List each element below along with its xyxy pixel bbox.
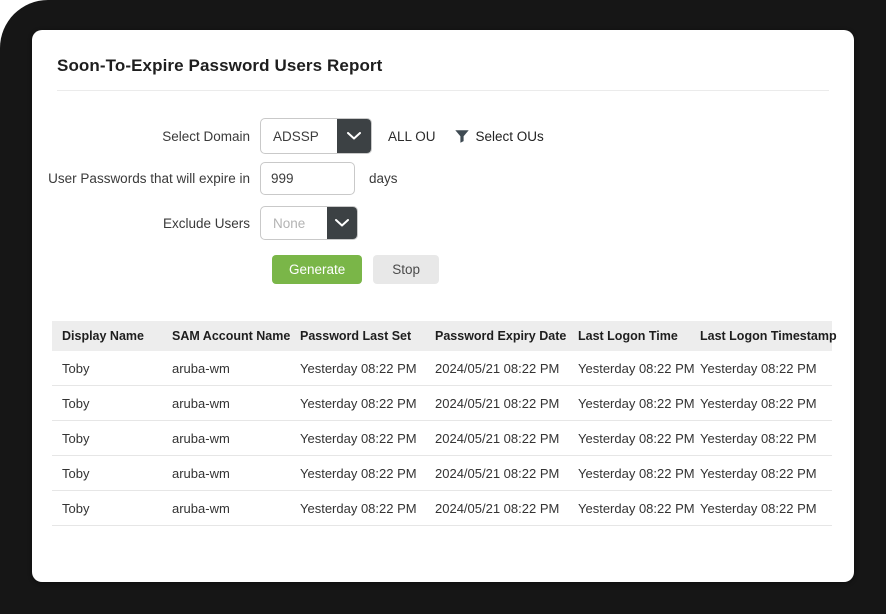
exclude-users-select-value: None [273,215,306,231]
column-header: Last Logon Time [568,321,690,351]
report-form: Select Domain ADSSP ALL OU Select OUs Us… [32,118,854,284]
table-cell: aruba-wm [162,490,290,526]
table-row: Toby aruba-wm Yesterday 08:22 PM 2024/05/21… [52,385,832,421]
column-header: SAM Account Name [162,321,290,351]
table-cell: Toby [52,490,162,526]
filter-funnel-icon[interactable] [454,129,469,143]
domain-select[interactable]: ADSSP [260,118,372,154]
table-cell: Toby [52,420,162,456]
select-ous-label: Select OUs [475,128,544,144]
all-ou-label: ALL OU [388,128,436,144]
domain-label: Select Domain [162,128,250,144]
table-cell: Yesterday 08:22 PM [690,351,832,386]
table-cell: Yesterday 08:22 PM [290,351,425,386]
page-title: Soon-To-Expire Password Users Report [57,56,383,75]
table-cell: Yesterday 08:22 PM [568,455,695,491]
exclude-row: Exclude Users None [32,206,854,240]
table-cell: Yesterday 08:22 PM [290,490,425,526]
chevron-down-icon[interactable] [337,119,371,153]
report-table: Display Name SAM Account Name Password Las… [52,321,837,526]
table-cell: Yesterday 08:22 PM [568,420,695,456]
table-body: Toby aruba-wm Yesterday 08:22 PM 2024/05/21… [52,351,832,526]
table-cell: aruba-wm [162,351,290,386]
column-header: Last Logon Timestamp [690,321,837,351]
table-cell: aruba-wm [162,420,290,456]
table-cell: 2024/05/21 08:22 PM [425,385,568,421]
chevron-down-icon[interactable] [327,207,357,239]
table-row: Toby aruba-wm Yesterday 08:22 PM 2024/05/21… [52,420,832,456]
table-cell: 2024/05/21 08:22 PM [425,351,568,386]
column-header: Password Expiry Date [425,321,568,351]
generate-button[interactable]: Generate [272,255,363,284]
select-ous-button[interactable]: Select OUs [454,128,544,144]
column-header: Display Name [52,321,162,351]
table-cell: Yesterday 08:22 PM [690,385,832,421]
table-cell: Toby [52,385,162,421]
domain-row: Select Domain ADSSP ALL OU Select OUs [32,118,854,154]
table-cell: 2024/05/21 08:22 PM [425,490,568,526]
table-cell: 2024/05/21 08:22 PM [425,455,568,491]
table-cell: Yesterday 08:22 PM [290,455,425,491]
domain-select-value: ADSSP [273,128,319,144]
table-cell: Yesterday 08:22 PM [568,385,695,421]
days-suffix-label: days [369,171,398,186]
expire-label: User Passwords that will expire in [48,171,250,186]
ou-group: ALL OU Select OUs [388,129,544,144]
exclude-users-label: Exclude Users [162,215,250,231]
report-card: Soon-To-Expire Password Users Report Sel… [32,30,854,582]
table-cell: aruba-wm [162,455,290,491]
table-cell: Yesterday 08:22 PM [690,490,832,526]
table-row: Toby aruba-wm Yesterday 08:22 PM 2024/05/21… [52,455,832,491]
table-header-row: Display Name SAM Account Name Password Las… [52,321,837,351]
stop-button[interactable]: Stop [373,255,440,284]
exclude-users-select[interactable]: None [260,206,358,240]
table-cell: 2024/05/21 08:22 PM [425,420,568,456]
table-cell: aruba-wm [162,385,290,421]
table-row: Toby aruba-wm Yesterday 08:22 PM 2024/05/21… [52,490,832,526]
table-cell: Yesterday 08:22 PM [690,420,832,456]
table-cell: Yesterday 08:22 PM [568,490,695,526]
table-cell: Toby [52,455,162,491]
table-row: Toby aruba-wm Yesterday 08:22 PM 2024/05/21… [52,351,832,386]
title-divider [57,90,829,91]
button-row: Generate Stop [272,255,854,284]
expire-days-input[interactable] [260,162,355,195]
table-cell: Yesterday 08:22 PM [290,420,425,456]
table-cell: Yesterday 08:22 PM [290,385,425,421]
table-cell: Yesterday 08:22 PM [690,455,832,491]
table-cell: Toby [52,351,162,386]
column-header: Password Last Set [290,321,425,351]
expire-row: User Passwords that will expire in days [32,162,854,195]
table-cell: Yesterday 08:22 PM [568,351,695,386]
